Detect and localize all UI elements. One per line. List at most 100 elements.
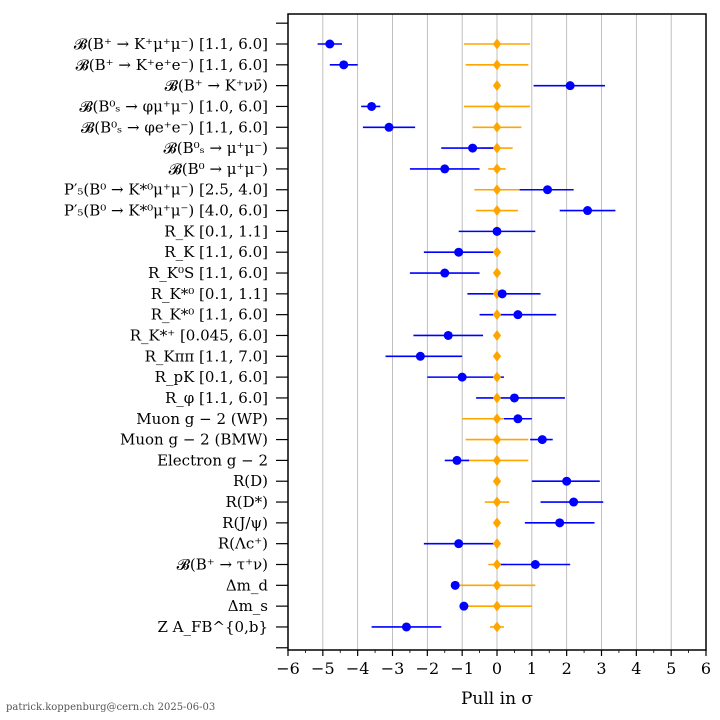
- x-axis-title: Pull in σ: [461, 689, 533, 709]
- category-label: R_K [1.1, 6.0]: [164, 243, 268, 261]
- measurement-point: [530, 560, 540, 569]
- measurement-point: [513, 310, 523, 320]
- measurement-point: [452, 455, 462, 465]
- x-tick-label: 0: [492, 659, 502, 678]
- measurement-point: [367, 101, 377, 111]
- x-tick-label: −4: [346, 659, 370, 678]
- measurement-point: [415, 351, 425, 361]
- category-label: R_K [0.1, 1.1]: [164, 222, 268, 240]
- measurement-point: [443, 330, 453, 340]
- category-label: R_φ [1.1, 6.0]: [165, 389, 268, 407]
- measurement-point: [325, 39, 335, 49]
- measurement-point: [565, 81, 575, 91]
- prediction-marker: [492, 329, 502, 341]
- measurement-point: [468, 143, 478, 153]
- category-label: R_K*⁺ [0.045, 6.0]: [130, 326, 268, 344]
- category-label: R(D*): [225, 493, 268, 511]
- category-label: Muon g − 2 (WP): [136, 410, 268, 428]
- measurement-point: [459, 601, 469, 611]
- x-tick-label: −6: [276, 659, 300, 678]
- prediction-marker: [492, 163, 502, 175]
- category-label: R(D): [233, 472, 268, 490]
- prediction-marker: [492, 142, 502, 154]
- category-label: 𝓑(B⁺ → K⁺e⁺e⁻) [1.1, 6.0]: [76, 56, 268, 74]
- category-label: 𝓑(B⁰ₛ → μ⁺μ⁻): [164, 139, 268, 157]
- category-label: R_pK [0.1, 6.0]: [155, 368, 268, 386]
- measurement-point: [555, 518, 565, 528]
- x-tick-label: −5: [311, 659, 335, 678]
- category-label: R(Λc⁺): [218, 535, 268, 553]
- measurement-point: [339, 60, 349, 70]
- prediction-marker: [492, 434, 502, 446]
- prediction-marker: [492, 517, 502, 529]
- category-label: R(J/ψ): [222, 514, 268, 532]
- x-tick-labels: −6 −5 −4 −3 −2 −1 0 1 2 3 4 5 6: [276, 659, 711, 678]
- category-label: 𝓑(B⁺ → τ⁺ν): [177, 556, 268, 574]
- measurement-point: [450, 580, 460, 590]
- x-tick-label: −2: [416, 659, 440, 678]
- x-tick-label: 5: [666, 659, 676, 678]
- prediction-marker: [492, 496, 502, 508]
- prediction-marker: [492, 309, 502, 321]
- category-label: 𝓑(B⁰ → μ⁺μ⁻): [169, 160, 268, 178]
- prediction-marker: [492, 454, 502, 466]
- prediction-marker: [492, 121, 502, 133]
- prediction-marker: [492, 621, 502, 633]
- measurement-point: [454, 247, 464, 257]
- measurement-point: [562, 476, 572, 486]
- measurement-point: [497, 289, 507, 299]
- category-label: 𝓑(B⁺ → K⁺νν̄): [165, 77, 268, 95]
- prediction-marker: [492, 59, 502, 71]
- x-tick-label: 2: [562, 659, 572, 678]
- prediction-marker: [492, 350, 502, 362]
- x-tick-label: −1: [450, 659, 474, 678]
- data-points: [325, 38, 593, 633]
- x-tick-label: −3: [381, 659, 405, 678]
- measurement-point: [509, 393, 519, 403]
- prediction-marker: [492, 246, 502, 258]
- measurement-point: [543, 185, 553, 195]
- measurement-point: [569, 497, 579, 507]
- prediction-marker: [492, 413, 502, 425]
- prediction-marker: [492, 475, 502, 487]
- prediction-marker: [492, 392, 502, 404]
- measurement-point: [440, 268, 450, 278]
- prediction-marker: [492, 80, 502, 92]
- category-label: Δm_s: [228, 597, 268, 615]
- category-labels: 𝓑(B⁺ → K⁺μ⁺μ⁻) [1.1, 6.0] 𝓑(B⁺ → K⁺e⁺e⁻) …: [64, 35, 269, 636]
- category-label: Z A_FB^{0,b}: [157, 618, 268, 636]
- category-label: P′₅(B⁰ → K*⁰μ⁺μ⁻) [2.5, 4.0]: [64, 181, 268, 199]
- prediction-marker: [492, 371, 502, 383]
- measurement-point: [492, 226, 502, 236]
- prediction-marker: [492, 267, 502, 279]
- x-tick-label: 1: [527, 659, 537, 678]
- category-label: R_K*⁰ [1.1, 6.0]: [151, 306, 268, 324]
- category-label: R_K*⁰ [0.1, 1.1]: [151, 285, 268, 303]
- category-label: Muon g − 2 (BMW): [120, 431, 268, 449]
- category-label: 𝓑(B⁺ → K⁺μ⁺μ⁻) [1.1, 6.0]: [74, 35, 268, 53]
- axis-ticks: [276, 22, 707, 656]
- category-label: Δm_d: [226, 576, 269, 594]
- category-label: 𝓑(B⁰ₛ → φμ⁺μ⁻) [1.0, 6.0]: [79, 97, 268, 115]
- prediction-marker: [492, 100, 502, 112]
- category-label: R_Kππ [1.1, 7.0]: [145, 347, 268, 365]
- measurement-point: [457, 372, 467, 382]
- prediction-marker: [492, 579, 502, 591]
- category-label: Electron g − 2: [157, 451, 268, 469]
- error-bars: [317, 43, 616, 628]
- x-tick-label: 6: [701, 659, 711, 678]
- x-tick-label: 3: [596, 659, 606, 678]
- measurement-point: [440, 164, 450, 174]
- prediction-marker: [492, 600, 502, 612]
- category-label: 𝓑(B⁰ₛ → φe⁺e⁻) [1.1, 6.0]: [81, 118, 268, 136]
- x-tick-label: 4: [631, 659, 641, 678]
- measurement-point: [384, 122, 394, 132]
- prediction-marker: [492, 538, 502, 550]
- category-label: R_K⁰S [1.1, 6.0]: [148, 264, 268, 282]
- measurement-point: [583, 206, 593, 216]
- category-label: P′₅(B⁰ → K*⁰μ⁺μ⁻) [4.0, 6.0]: [64, 202, 268, 220]
- measurement-point: [537, 435, 547, 445]
- prediction-marker: [492, 559, 502, 570]
- footer-credit: patrick.koppenburg@cern.ch 2025-06-03: [6, 702, 215, 713]
- measurement-point: [454, 539, 464, 549]
